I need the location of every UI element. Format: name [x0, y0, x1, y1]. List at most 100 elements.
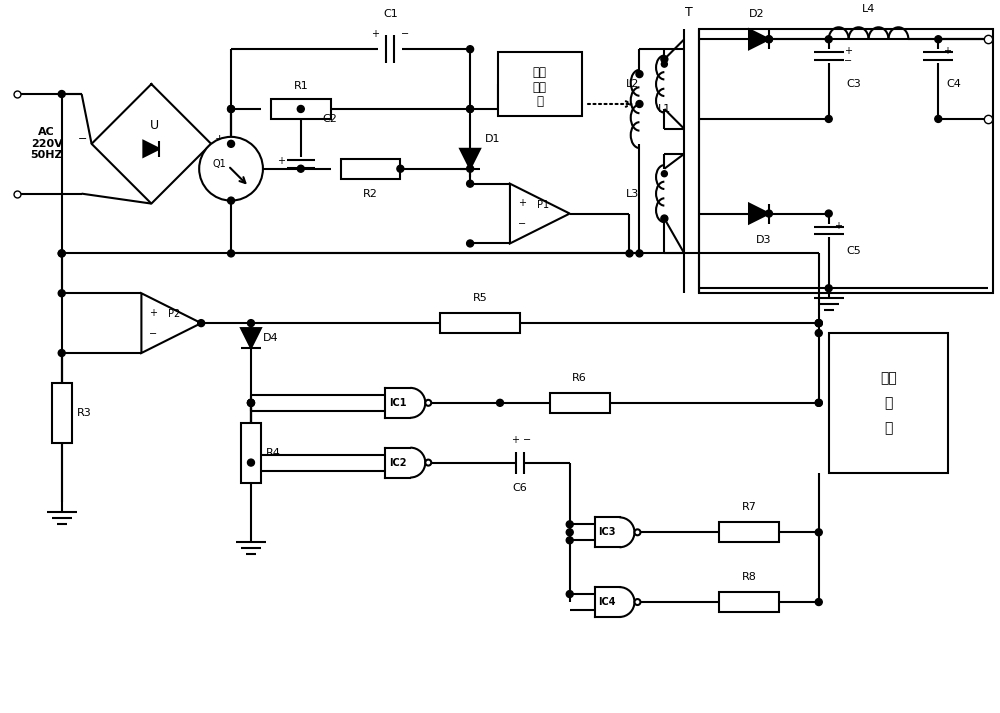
Circle shape	[825, 36, 832, 43]
Circle shape	[497, 399, 503, 406]
Text: D3: D3	[756, 235, 772, 245]
Polygon shape	[143, 141, 159, 157]
Circle shape	[467, 106, 474, 113]
Circle shape	[467, 180, 474, 187]
Text: −: −	[943, 56, 951, 66]
Circle shape	[247, 319, 254, 327]
Circle shape	[467, 165, 474, 173]
Circle shape	[661, 170, 667, 177]
Circle shape	[636, 101, 643, 108]
Text: +: +	[518, 198, 526, 208]
Text: −: −	[844, 56, 852, 66]
Text: 路: 路	[884, 421, 893, 435]
Circle shape	[634, 599, 640, 605]
Circle shape	[58, 250, 65, 257]
Circle shape	[228, 106, 235, 113]
Text: L2: L2	[626, 79, 639, 89]
Circle shape	[58, 349, 65, 356]
Circle shape	[397, 165, 404, 173]
Circle shape	[815, 529, 822, 535]
Text: C4: C4	[946, 79, 961, 89]
Circle shape	[58, 250, 65, 257]
Circle shape	[825, 210, 832, 217]
Text: R1: R1	[293, 81, 308, 91]
Bar	[719, 592, 779, 612]
Text: +: +	[943, 46, 951, 56]
Circle shape	[636, 250, 643, 257]
Circle shape	[815, 399, 822, 406]
Text: −: −	[78, 134, 88, 144]
Circle shape	[228, 250, 235, 257]
Circle shape	[935, 116, 942, 123]
Text: R2: R2	[363, 189, 378, 199]
Text: IC2: IC2	[389, 458, 407, 468]
Circle shape	[825, 116, 832, 123]
Text: R5: R5	[473, 293, 487, 303]
Text: +: +	[844, 46, 852, 56]
Circle shape	[815, 329, 822, 337]
Circle shape	[566, 529, 573, 535]
Circle shape	[765, 36, 772, 43]
Text: IC1: IC1	[389, 398, 407, 408]
Circle shape	[626, 250, 633, 257]
Text: P2: P2	[168, 309, 180, 319]
Circle shape	[636, 71, 643, 78]
Circle shape	[247, 459, 254, 466]
Text: +: +	[149, 308, 157, 318]
Bar	[498, 51, 582, 116]
Text: +: +	[277, 155, 285, 165]
Circle shape	[297, 165, 304, 173]
Circle shape	[247, 399, 254, 406]
Circle shape	[228, 106, 235, 113]
Circle shape	[228, 140, 235, 148]
Circle shape	[825, 284, 832, 292]
Circle shape	[661, 61, 667, 67]
Circle shape	[935, 36, 942, 43]
Circle shape	[815, 319, 822, 327]
Text: −: −	[834, 230, 842, 240]
Bar	[341, 159, 400, 179]
Circle shape	[425, 460, 431, 466]
Circle shape	[634, 529, 640, 535]
Text: L1: L1	[657, 104, 671, 114]
Text: −: −	[149, 329, 157, 339]
Text: 器: 器	[536, 96, 543, 108]
Circle shape	[199, 137, 263, 200]
Circle shape	[815, 598, 822, 605]
Text: +: +	[371, 29, 379, 39]
Text: C6: C6	[513, 483, 527, 493]
Text: AC
220V
50HZ: AC 220V 50HZ	[30, 127, 63, 160]
Polygon shape	[749, 204, 769, 223]
Bar	[699, 29, 993, 293]
Circle shape	[815, 399, 822, 406]
Circle shape	[815, 319, 822, 327]
Circle shape	[247, 399, 254, 406]
Text: R6: R6	[572, 373, 587, 383]
Text: T: T	[685, 6, 693, 19]
Polygon shape	[749, 29, 769, 49]
Text: L4: L4	[862, 4, 875, 14]
Circle shape	[247, 399, 254, 406]
Bar	[440, 313, 520, 333]
Bar	[52, 383, 72, 443]
Text: P1: P1	[537, 200, 549, 210]
Text: D1: D1	[485, 134, 501, 144]
Circle shape	[467, 240, 474, 247]
Circle shape	[58, 289, 65, 297]
Circle shape	[198, 319, 205, 327]
Text: −: −	[523, 435, 531, 445]
Text: Q1: Q1	[212, 159, 226, 169]
Text: R4: R4	[266, 448, 281, 458]
Bar	[241, 423, 261, 483]
Circle shape	[661, 215, 668, 222]
Text: −: −	[401, 29, 409, 39]
Circle shape	[425, 400, 431, 406]
Circle shape	[815, 319, 822, 327]
Text: C3: C3	[847, 79, 861, 89]
Bar	[829, 333, 948, 473]
Text: +: +	[834, 220, 842, 230]
Circle shape	[566, 537, 573, 544]
Text: −: −	[518, 219, 526, 229]
Text: U: U	[150, 119, 159, 133]
Text: 滑动: 滑动	[533, 66, 547, 78]
